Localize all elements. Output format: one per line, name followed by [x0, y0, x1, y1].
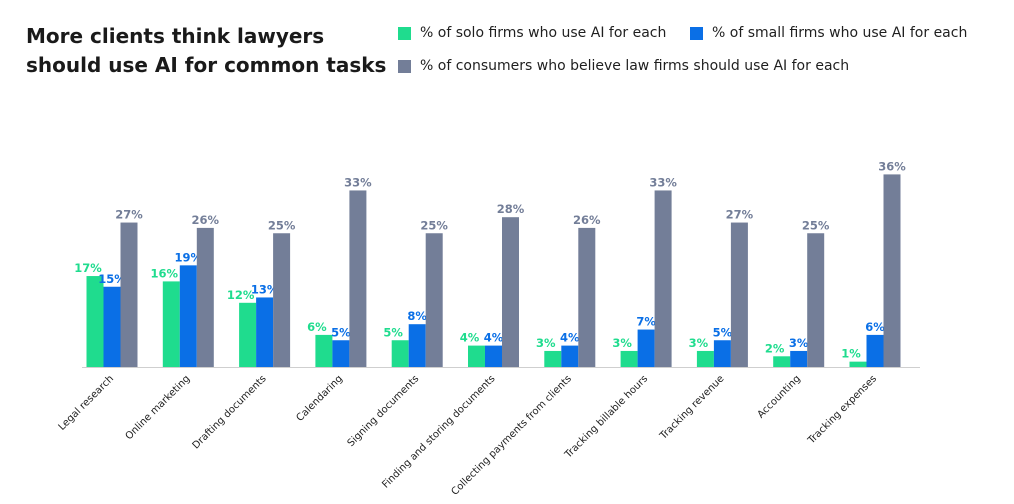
chart-title-line-2: should use AI for common tasks	[26, 53, 387, 77]
category-label-2: Drafting documents	[191, 373, 269, 451]
bar-consumers-1	[196, 227, 214, 367]
data-label-solo-2: 12%	[227, 288, 255, 302]
data-label-small-10: 6%	[865, 320, 885, 334]
bar-consumers-0	[120, 222, 138, 367]
bar-solo-8	[696, 350, 714, 367]
data-label-solo-6: 3%	[536, 336, 556, 350]
data-label-solo-9: 2%	[765, 341, 785, 355]
legend-label-small: % of small firms who use AI for each	[712, 25, 968, 41]
bar-solo-9	[773, 356, 791, 367]
bar-solo-1	[162, 281, 180, 367]
category-label-1: Online marketing	[124, 373, 193, 442]
data-label-consumers-4: 25%	[420, 218, 448, 232]
legend-item-small: % of small firms who use AI for each	[690, 25, 967, 41]
bar-solo-0	[86, 276, 104, 367]
data-label-small-4: 8%	[407, 309, 427, 323]
data-label-small-7: 7%	[636, 315, 656, 329]
data-label-consumers-5: 28%	[497, 202, 525, 216]
bar-consumers-9	[807, 233, 825, 367]
category-label-7: Tracking billable hours	[562, 373, 650, 461]
data-label-solo-0: 17%	[74, 261, 102, 275]
bar-consumers-10	[883, 174, 901, 367]
bar-small-9	[790, 350, 808, 367]
data-label-consumers-1: 26%	[192, 213, 220, 227]
data-label-small-3: 5%	[331, 325, 351, 339]
bar-solo-2	[239, 302, 257, 367]
bar-small-3	[332, 340, 350, 367]
data-label-consumers-0: 27%	[115, 208, 143, 222]
bar-solo-6	[544, 350, 562, 367]
legend-item-solo: % of solo firms who use AI for each	[398, 25, 666, 41]
data-label-solo-1: 16%	[151, 266, 179, 280]
data-label-small-8: 5%	[713, 325, 733, 339]
legend-item-consumers: % of consumers who believe law firms sho…	[398, 58, 849, 74]
data-label-consumers-8: 27%	[726, 208, 754, 222]
bar-small-10	[866, 334, 884, 367]
data-label-solo-10: 1%	[841, 347, 861, 361]
data-label-consumers-3: 33%	[344, 175, 372, 189]
data-label-solo-7: 3%	[612, 336, 632, 350]
bar-small-2	[256, 297, 274, 367]
data-label-consumers-7: 33%	[649, 175, 677, 189]
bar-consumers-7	[654, 190, 672, 367]
data-label-solo-5: 4%	[460, 331, 480, 345]
bar-small-0	[103, 286, 121, 367]
data-label-small-1: 19%	[175, 250, 203, 264]
data-label-consumers-2: 25%	[268, 218, 296, 232]
legend-label-solo: % of solo firms who use AI for each	[420, 25, 667, 41]
bar-consumers-6	[578, 227, 596, 367]
category-label-0: Legal research	[57, 373, 117, 433]
data-label-consumers-6: 26%	[573, 213, 601, 227]
data-label-small-0: 15%	[98, 272, 126, 286]
bar-solo-5	[468, 345, 485, 367]
chart-title-line-1: More clients think lawyers	[26, 24, 325, 48]
category-label-9: Accounting	[756, 373, 803, 420]
bar-consumers-4	[425, 233, 443, 367]
data-label-consumers-9: 25%	[802, 218, 830, 232]
category-label-6: Collecting payments from clients	[450, 373, 574, 497]
bar-small-5	[485, 345, 502, 367]
data-label-solo-3: 6%	[307, 320, 327, 334]
bar-small-8	[713, 340, 731, 367]
bar-small-6	[561, 345, 579, 367]
legend-swatch-small	[690, 26, 703, 40]
category-label-3: Calendaring	[295, 373, 346, 424]
legend-label-consumers: % of consumers who believe law firms sho…	[420, 58, 850, 74]
bar-small-7	[637, 329, 655, 367]
bar-small-4	[408, 324, 426, 367]
chart-title: More clients think lawyers should use AI…	[26, 22, 386, 80]
data-label-small-5: 4%	[484, 331, 504, 345]
data-label-small-9: 3%	[789, 336, 809, 350]
bar-consumers-3	[349, 190, 367, 367]
bar-consumers-5	[502, 217, 519, 367]
category-label-8: Tracking revenue	[657, 373, 726, 442]
data-label-solo-8: 3%	[689, 336, 709, 350]
category-label-10: Tracking expenses	[805, 373, 879, 447]
data-label-small-2: 13%	[251, 282, 279, 296]
bar-consumers-2	[273, 233, 291, 367]
bar-solo-4	[391, 340, 409, 367]
category-label-4: Signing documents	[346, 373, 422, 449]
legend-swatch-solo	[398, 26, 411, 40]
data-label-solo-4: 5%	[383, 325, 403, 339]
data-label-small-6: 4%	[560, 331, 580, 345]
bar-small-1	[179, 265, 197, 367]
bar-solo-10	[849, 361, 867, 367]
data-label-consumers-10: 36%	[878, 159, 906, 173]
legend-swatch-consumers	[398, 59, 411, 73]
bar-solo-3	[315, 334, 333, 367]
bar-consumers-8	[730, 222, 748, 367]
bar-solo-7	[620, 350, 638, 367]
